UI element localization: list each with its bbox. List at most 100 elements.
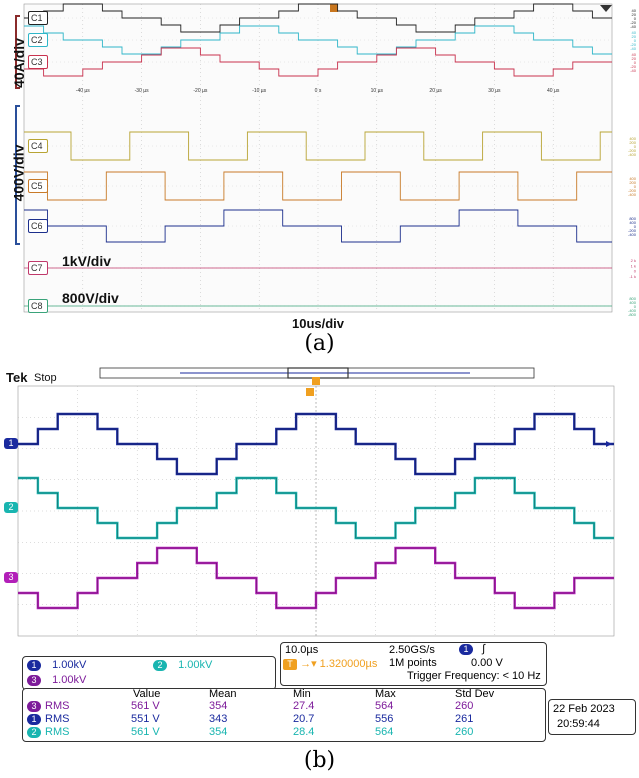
- right-tick-label: 40: [632, 8, 637, 13]
- header-max: Max: [375, 688, 396, 700]
- trigger-slope-icon: ∫: [482, 643, 486, 655]
- trace-c3: [24, 47, 612, 77]
- right-tick-label: 20: [632, 12, 637, 17]
- trace-c5: [24, 171, 612, 201]
- voltage-bracket: [15, 105, 20, 245]
- right-tick-label: 1 k: [631, 263, 636, 268]
- right-tick-label: 20: [632, 34, 637, 39]
- sample-rate: 2.50GS/s: [389, 644, 435, 656]
- right-tick-label: -800: [628, 312, 637, 317]
- right-tick-label: 0: [634, 16, 637, 21]
- right-tick-label: -400: [628, 308, 637, 313]
- right-tick-label: 0: [634, 184, 637, 189]
- vertical-settings-box: 1 1.00kV 2 1.00kV 3 1.00kV: [22, 656, 276, 690]
- record-length: 1M points: [389, 657, 437, 669]
- right-tick-label: 0: [634, 38, 637, 43]
- ch1-badge: 1: [27, 660, 41, 671]
- trigger-setting: 1 ∫: [459, 643, 485, 655]
- right-tick-label: 400: [629, 300, 636, 305]
- time-tick-label: 20 µs: [429, 88, 442, 94]
- right-tick-label: 0: [634, 60, 637, 65]
- time-tick-label: 40 µs: [547, 88, 560, 94]
- header-std-dev: Std Dev: [455, 688, 495, 700]
- trace-c2: [24, 25, 612, 55]
- channel-label-c1: C1: [28, 11, 48, 25]
- channel-label-c2: C2: [28, 33, 48, 47]
- right-tick-label: 20: [632, 56, 637, 61]
- horizontal-settings-box: 10.0µs 2.50GS/s 1 ∫ T →▾ 1.320000µs 1M p…: [280, 642, 547, 686]
- trigger-position-marker: [312, 377, 320, 385]
- horizontal-position: T →▾ 1.320000µs: [283, 657, 377, 670]
- channel-label-c7: C7: [28, 261, 48, 275]
- channel-marker-3[interactable]: 3: [4, 572, 18, 583]
- right-tick-label: -200: [628, 148, 637, 153]
- scale-label-time: 10us/div: [292, 316, 345, 331]
- right-tick-label: -1 k: [629, 274, 636, 279]
- trace-ch3-overlay: [18, 547, 614, 609]
- scale-label-c8: 800V/div: [62, 290, 119, 306]
- right-tick-label: 40: [632, 30, 637, 35]
- right-tick-label: 400: [629, 220, 636, 225]
- time-tick-label: -40 µs: [76, 88, 90, 94]
- time-tick-label: -10 µs: [252, 88, 266, 94]
- measurement-table: Value Mean Min Max Std Dev 3 RMS 561 V 3…: [22, 688, 546, 742]
- right-tick-label: -20: [630, 42, 637, 47]
- trigger-level: 0.00 V: [471, 657, 503, 669]
- datetime-box: 22 Feb 2023 20:59:44: [548, 699, 636, 735]
- table-row: 1 RMS 551 V 343 20.7 556 261: [23, 713, 543, 726]
- ch2-scale: 2 1.00kV: [153, 659, 212, 671]
- channel-marker-1[interactable]: 1: [4, 438, 18, 449]
- right-tick-label: -20: [630, 64, 637, 69]
- right-tick-label: 2 k: [631, 258, 636, 263]
- plot-area: [23, 3, 613, 313]
- right-tick-label: 400: [629, 176, 636, 181]
- right-tick-label: 0: [634, 144, 637, 149]
- trace-c4: [24, 131, 612, 161]
- status-label: Stop: [34, 372, 57, 384]
- scale-label-voltage: 400V/div: [10, 144, 27, 202]
- right-tick-label: 200: [629, 180, 636, 185]
- table-row: 3 RMS 561 V 354 27.4 564 260: [23, 700, 543, 713]
- time-tick-label: 0 s: [315, 88, 322, 94]
- figure-a-plot: -40 µs -30 µs -20 µs -10 µs 0 s 10 µs 20 µs 30 …: [15, 3, 637, 317]
- time-label: 20:59:44: [557, 718, 600, 730]
- right-tick-label: -20: [630, 20, 637, 25]
- table-row: 2 RMS 561 V 354 28.4 564 260: [23, 726, 543, 739]
- date-label: 22 Feb 2023: [553, 703, 615, 715]
- time-tick-label: -30 µs: [135, 88, 149, 94]
- time-tick-label: -20 µs: [193, 88, 207, 94]
- right-tick-label: 200: [629, 140, 636, 145]
- trigger-level-icon: [600, 5, 612, 12]
- right-tick-label: -400: [628, 192, 637, 197]
- trace-ch1-overlay: [18, 413, 614, 475]
- current-bracket: [15, 15, 20, 89]
- channel-label-c3: C3: [28, 55, 48, 69]
- right-tick-label: -40: [630, 24, 637, 29]
- right-tick-label: 40: [632, 52, 637, 57]
- right-tick-label: -400: [628, 152, 637, 157]
- figure-b-plot: [17, 367, 615, 637]
- trigger-marker: [330, 4, 338, 12]
- trace-ch2-overlay: [18, 477, 614, 539]
- header-mean: Mean: [209, 688, 237, 700]
- trigger-frequency: Trigger Frequency: < 10 Hz: [407, 670, 541, 682]
- channel-marker-2[interactable]: 2: [4, 502, 18, 513]
- time-div: 10.0µs: [285, 644, 319, 656]
- right-tick-label: 0: [634, 224, 637, 229]
- trigger-marker: [306, 388, 314, 396]
- header-min: Min: [293, 688, 311, 700]
- channel-label-c6: C6: [28, 219, 48, 233]
- channel-label-c4: C4: [28, 139, 48, 153]
- time-tick-label: 30 µs: [488, 88, 501, 94]
- trigger-ch-badge: 1: [459, 644, 473, 655]
- scale-label-c7: 1kV/div: [62, 253, 112, 269]
- trace-c6: [24, 209, 612, 243]
- right-tick-label: 0: [634, 304, 637, 309]
- ch1-offset-arrow: [606, 441, 612, 447]
- time-tick-label: 10 µs: [371, 88, 384, 94]
- channel-label-c5: C5: [28, 179, 48, 193]
- ch1-scale: 1 1.00kV: [27, 659, 86, 671]
- caption-b: (b): [303, 748, 336, 773]
- brand-logo: Tek: [6, 370, 28, 385]
- right-tick-label: 0: [634, 269, 637, 274]
